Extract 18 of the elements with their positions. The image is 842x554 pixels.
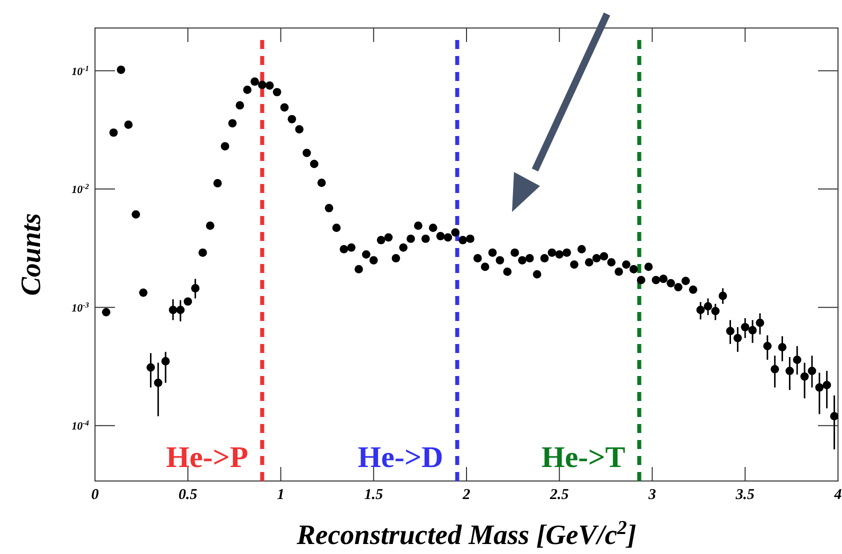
x-tick-label: 0 [91, 487, 100, 503]
y-tick-label: 10$^{-2}$ [72, 182, 90, 196]
x-axis-title: Reconstructed Mass [GeV/c$^{2}$] [296, 518, 636, 551]
y-tick-label: 10$^{-3}$ [72, 300, 90, 314]
x-tick-label: 1 [277, 487, 284, 503]
x-tick-label: 4 [833, 487, 842, 503]
x-tick-label: 3 [648, 487, 656, 503]
ref-line-label: He->T [541, 441, 626, 474]
ref-line-label: He->D [358, 441, 444, 474]
y-axis-title: Counts [16, 213, 47, 296]
x-tick-label: 0.5 [178, 487, 198, 503]
x-tick-label: 3.5 [734, 487, 755, 503]
y-tick-label: 10$^{-1}$ [72, 63, 90, 78]
ref-line-label: He->P [166, 441, 248, 474]
x-tick-label: 2 [462, 487, 471, 503]
x-tick-label: 2.5 [549, 487, 570, 503]
x-tick-label: 1.5 [364, 487, 384, 503]
y-tick-label: 10$^{-4}$ [72, 418, 90, 433]
